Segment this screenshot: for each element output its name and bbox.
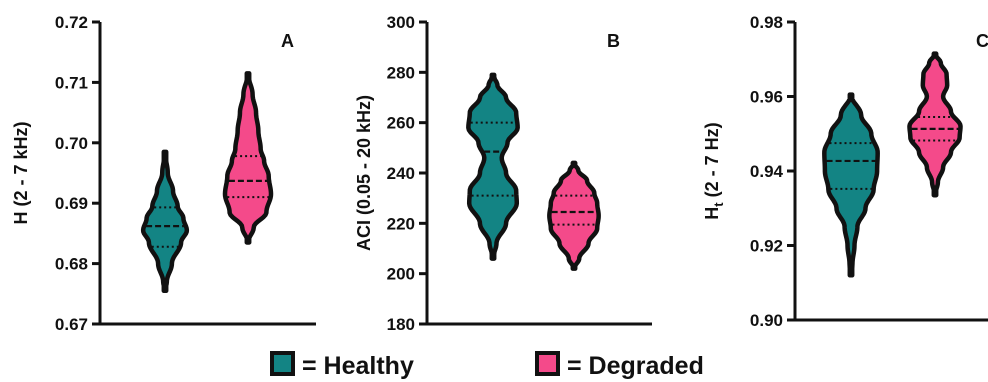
violin-healthy (466, 72, 520, 261)
violin-degraded (907, 51, 963, 198)
y-axis-label: Ht (2 - 7 Hz) (702, 122, 726, 219)
y-tick-label: 200 (387, 265, 415, 284)
y-tick-label: 0.69 (55, 194, 88, 213)
y-tick-label: 0.90 (750, 311, 783, 330)
y-tick-label: 220 (387, 214, 415, 233)
y-tick-label: 0.70 (55, 134, 88, 153)
y-tick-label: 280 (387, 63, 415, 82)
y-tick-label: 240 (387, 164, 415, 183)
y-tick-label: 0.71 (55, 73, 88, 92)
legend: = Healthy = Degraded (270, 351, 704, 380)
legend-swatch-degraded (535, 351, 560, 376)
y-tick-label: 0.98 (750, 13, 783, 32)
panel-letter: C (976, 31, 988, 51)
y-tick-label: 0.68 (55, 255, 88, 274)
y-tick-label: 0.94 (750, 162, 784, 181)
violin-healthy (822, 92, 880, 278)
violin-degraded (222, 71, 274, 245)
violin-healthy (140, 149, 190, 294)
y-tick-label: 0.67 (55, 315, 88, 334)
legend-swatch-healthy (270, 351, 295, 376)
violin-degraded (547, 160, 601, 271)
y-axis-label: H (2 - 7 kHz) (11, 121, 31, 224)
y-tick-label: 300 (387, 13, 415, 32)
y-axis-label: ACI (0.05 - 20 kHz) (354, 95, 374, 251)
y-tick-label: 180 (387, 315, 415, 334)
panel-c: 0.90 0.92 0.94 0.96 0.98 C Ht (2 - 7 Hz) (702, 13, 988, 330)
legend-label-degraded: = Degraded (567, 352, 704, 380)
panel-b: 180 200 220 240 260 280 300 B ACI (0.05 - 20 kHz… (354, 13, 652, 334)
y-tick-label: 260 (387, 114, 415, 133)
legend-label-healthy: = Healthy (302, 352, 414, 380)
y-tick-label: 0.92 (750, 237, 783, 256)
panel-letter: B (607, 31, 620, 51)
y-tick-label: 0.96 (750, 88, 783, 107)
panel-a: 0.67 0.68 0.69 0.70 0.71 0.72 A H (2 - 7 kHz) (11, 13, 316, 334)
panel-letter: A (281, 31, 294, 51)
y-tick-label: 0.72 (55, 13, 88, 32)
